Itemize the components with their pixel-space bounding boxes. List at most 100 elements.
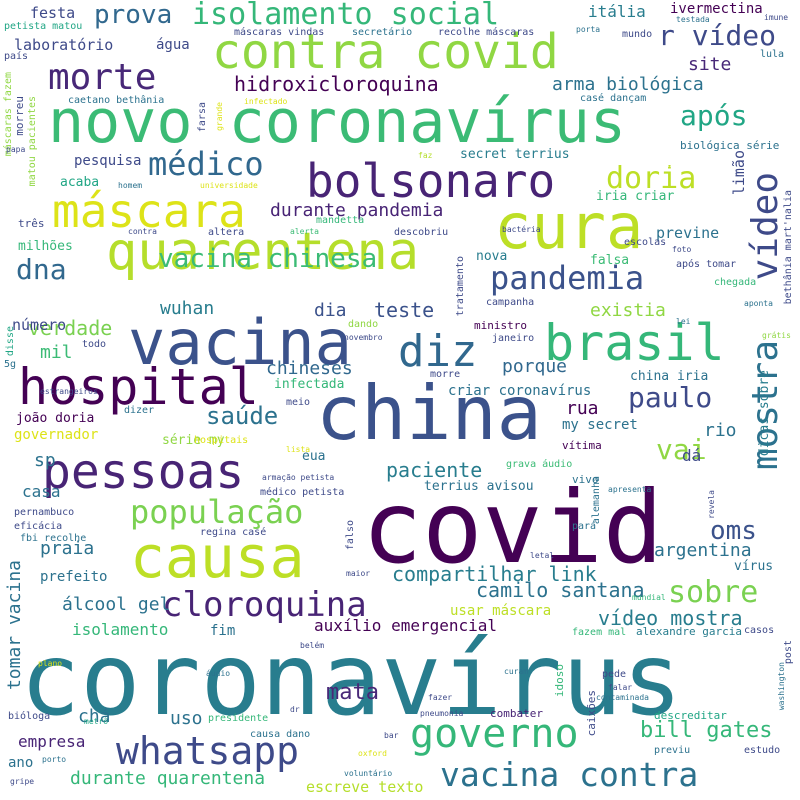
word: dando bbox=[348, 319, 379, 330]
word: armação petista bbox=[262, 473, 335, 482]
word: compartilhar link bbox=[392, 562, 597, 586]
word: casé dançam bbox=[580, 93, 647, 104]
word: porque bbox=[502, 356, 568, 377]
word: pneumonia bbox=[420, 709, 464, 718]
word: estrangeiros bbox=[40, 387, 98, 396]
word: verdade bbox=[28, 316, 113, 340]
word: vacina chinesa bbox=[158, 244, 378, 274]
word: festa bbox=[30, 4, 76, 22]
word: chá bbox=[78, 706, 111, 727]
word: ministro bbox=[474, 319, 527, 332]
word: previne bbox=[656, 224, 720, 242]
word: descreditar bbox=[654, 709, 727, 722]
word: limão bbox=[730, 150, 748, 196]
word: fazer bbox=[428, 693, 453, 702]
word: dicas sobre bbox=[757, 370, 772, 457]
word: matou pacientes bbox=[27, 96, 38, 187]
word: chineses bbox=[266, 358, 353, 379]
word: fazem mal bbox=[572, 627, 627, 638]
word: bactéria bbox=[502, 225, 541, 234]
word: país bbox=[4, 51, 29, 62]
word: arma biológica bbox=[552, 74, 704, 95]
word: grande bbox=[215, 102, 224, 131]
word: cloroquina bbox=[162, 585, 367, 625]
word: vítima bbox=[562, 439, 602, 452]
word: vacina contra bbox=[440, 755, 699, 794]
word: máscara bbox=[52, 184, 246, 238]
word: nova bbox=[476, 249, 508, 264]
word: wuhan bbox=[160, 298, 215, 319]
word: vacina bbox=[128, 306, 352, 379]
word: falsa bbox=[590, 253, 630, 268]
word: série my bbox=[162, 433, 225, 448]
word: metrô bbox=[84, 717, 109, 726]
word: recolhe máscaras bbox=[438, 27, 535, 38]
word: farsa bbox=[197, 102, 208, 133]
word: pará bbox=[572, 521, 597, 532]
word: bar bbox=[384, 731, 399, 740]
word: joão doria bbox=[16, 411, 95, 426]
word: eficácia bbox=[14, 521, 63, 532]
word: china iria bbox=[630, 369, 709, 384]
word: mundo bbox=[622, 29, 653, 40]
word: três bbox=[18, 217, 45, 230]
word: porta bbox=[576, 25, 601, 34]
word: coronavírus bbox=[20, 621, 683, 738]
word: campanha bbox=[486, 297, 535, 308]
word: causa bbox=[130, 523, 305, 591]
word: papa bbox=[6, 145, 26, 154]
word: my secret bbox=[562, 417, 638, 433]
word: whatsapp bbox=[116, 729, 300, 773]
word: governo bbox=[410, 711, 579, 757]
word: isolamento bbox=[72, 620, 169, 639]
word: prova bbox=[94, 0, 173, 30]
word: oms bbox=[710, 516, 757, 546]
word: escreve texto bbox=[306, 778, 424, 796]
word: petista matou bbox=[4, 21, 83, 32]
word: vivo bbox=[572, 473, 599, 486]
word: população bbox=[130, 493, 304, 531]
word: falso bbox=[345, 520, 356, 551]
word: criar coronavírus bbox=[448, 383, 592, 399]
word: lula bbox=[760, 49, 785, 60]
word: mundial bbox=[632, 593, 666, 602]
word: chegada bbox=[714, 277, 757, 288]
word: mandetta bbox=[316, 215, 365, 226]
word: hospitais bbox=[194, 435, 249, 446]
word: praia bbox=[40, 538, 95, 559]
word: belém bbox=[300, 641, 325, 650]
word: ano bbox=[8, 755, 34, 771]
word: secretário bbox=[352, 27, 413, 38]
word: após tomar bbox=[676, 259, 737, 270]
word: pandemia bbox=[490, 259, 645, 297]
word: morreu bbox=[13, 96, 26, 136]
word: paulo bbox=[628, 381, 713, 414]
word: alemanha bbox=[591, 476, 602, 525]
word: usar máscara bbox=[450, 603, 552, 619]
word: pesquisa bbox=[74, 153, 142, 169]
word: água bbox=[156, 37, 190, 53]
word: presidente bbox=[208, 713, 269, 724]
word: dá bbox=[682, 446, 702, 465]
word: sobre bbox=[668, 575, 759, 610]
word: doria bbox=[660, 163, 673, 168]
word: após bbox=[680, 99, 748, 132]
word: álcool gel bbox=[62, 594, 171, 615]
word: grátis bbox=[762, 331, 791, 340]
word: saúde bbox=[206, 402, 279, 430]
word: causa dano bbox=[250, 729, 311, 740]
word: morte bbox=[48, 57, 157, 98]
word: combater bbox=[490, 707, 543, 720]
word: oxford bbox=[358, 749, 387, 758]
word: janeiro bbox=[492, 333, 535, 344]
word: r vídeo bbox=[658, 19, 777, 52]
word: ivermectina bbox=[670, 1, 763, 17]
word: letal bbox=[530, 551, 555, 560]
word: rio bbox=[704, 420, 737, 441]
word: grava áudio bbox=[506, 459, 573, 470]
word: descobriu bbox=[394, 227, 449, 238]
word: itália bbox=[588, 2, 646, 21]
word: uso bbox=[170, 708, 203, 729]
word: apresenta bbox=[608, 485, 652, 494]
word: fbi recolhe bbox=[20, 533, 87, 544]
